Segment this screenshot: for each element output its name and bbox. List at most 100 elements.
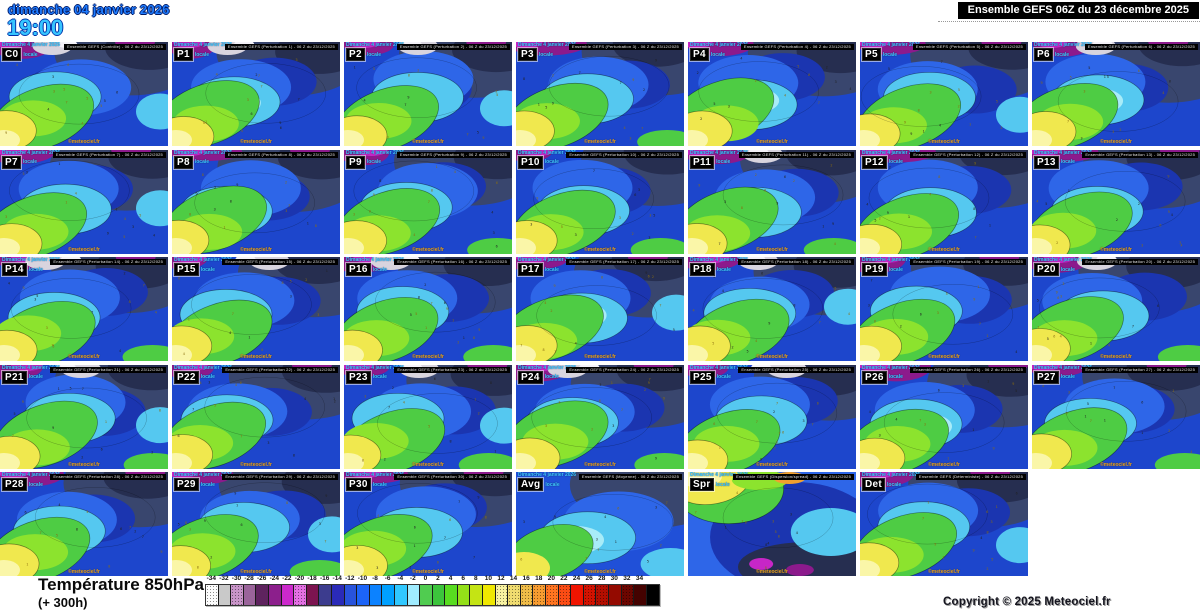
- ensemble-map-tile[interactable]: 8 6 5 3 2 7 8 1 2 4 7 8 2 Dimanche 4 janvier 2026 P2…: [344, 364, 512, 469]
- svg-text:4: 4: [848, 312, 850, 316]
- ensemble-map-tile[interactable]: 8 2 9 7 5 9 5 5 2 1 7 1 6 Dimanche 4 janvier 2026 P2…: [0, 364, 168, 469]
- ensemble-map-tile[interactable]: 4 1 4 3 2 4 7 2 3 5 5 2 6 Dimanche 4 janvier 2026 P4…: [688, 42, 856, 146]
- svg-text:5: 5: [1087, 402, 1089, 406]
- tile-model-strip: Ensemble GEFS (Moyenne) - 06 Z du 23/12/…: [578, 474, 682, 480]
- tile-time-label: locale: [372, 481, 387, 488]
- ensemble-map-tile[interactable]: 3337345236539 Dimanche 4 janvier 2026 P1…: [516, 149, 684, 254]
- ensemble-map-tile[interactable]: 3 6 4 8 1 7 8 4 3 6 4 9 6 Dimanche 4 janvier 2026 P9…: [344, 149, 512, 254]
- svg-text:2: 2: [1179, 241, 1181, 245]
- ensemble-map-tile[interactable]: 4 9 4 4 4 6 5 5 5 3 8 7 2 Dimanche 4 janvier 2026 P1…: [688, 257, 856, 361]
- svg-text:2: 2: [889, 165, 891, 169]
- svg-text:6: 6: [444, 301, 446, 305]
- tile-member-label: P4: [690, 48, 709, 61]
- legend-cell: 2: [432, 574, 445, 584]
- tile-member-label: P13: [1034, 155, 1059, 169]
- svg-text:1: 1: [1172, 389, 1174, 393]
- legend-color-scale: [205, 584, 661, 606]
- legend-cell: -30: [230, 574, 243, 584]
- tile-member-label: P30: [346, 478, 371, 491]
- ensemble-map-tile[interactable]: 5 5 1 2 9 5 1 7 2 4 9 8 3 Dimanche 4 janvier 2026 P5…: [860, 42, 1028, 146]
- tile-time-label: locale: [200, 266, 215, 273]
- ensemble-map-tile[interactable]: 6193216573472 Dimanche 4 janvier 2026 P1…: [860, 257, 1028, 361]
- svg-text:8: 8: [189, 212, 191, 216]
- tile-label-row: P23 locale: [346, 370, 387, 384]
- svg-text:3: 3: [991, 520, 993, 524]
- svg-text:3: 3: [53, 90, 55, 94]
- tile-watermark: ©meteociel.fr: [240, 461, 272, 468]
- legend-color-swatch: [231, 585, 244, 605]
- tile-date-label: Dimanche 4 janvier 2026: [862, 364, 921, 371]
- ensemble-map-tile[interactable]: 3 8 2 2 1 7 4 2 9 6 9 9 8 Dimanche 4 janvier 2026 P1…: [688, 149, 856, 254]
- tile-watermark: ©meteociel.fr: [756, 569, 788, 575]
- svg-text:2: 2: [334, 399, 336, 403]
- svg-text:4: 4: [784, 94, 786, 98]
- tile-model-strip: Ensemble GEFS (Perturbation 3) - 06 Z du…: [568, 44, 682, 50]
- tile-model-strip: Ensemble GEFS (Perturbation 9) - 06 Z du…: [396, 151, 510, 158]
- ensemble-map-tile[interactable]: 7 3 9 9 1 9 3 3 3 2 2 7 6 Dimanche 4 janvier 2026 P2…: [516, 364, 684, 469]
- tile-member-label: P1: [174, 48, 193, 61]
- tile-time-label: locale: [1060, 374, 1075, 380]
- tile-model-strip: Ensemble GEFS (Perturbation 7) - 06 Z du…: [52, 151, 166, 158]
- legend-cell: 16: [520, 574, 533, 584]
- tile-model-strip: Ensemble GEFS (Déterministe) - 06 Z du 2…: [915, 474, 1026, 480]
- svg-text:7: 7: [240, 434, 242, 438]
- svg-text:7: 7: [236, 504, 238, 508]
- svg-text:6: 6: [251, 112, 253, 116]
- tile-watermark: ©meteociel.fr: [68, 461, 100, 468]
- tile-label-row: P3 locale: [518, 48, 553, 61]
- tile-time-label: locale: [544, 266, 559, 273]
- ensemble-map-tile[interactable]: 4 2 1 4 3 4 6 3 1 8 7 1 5 Dimanche 4 janvier 2026 P1…: [172, 257, 340, 361]
- svg-text:7: 7: [774, 446, 776, 450]
- svg-text:7: 7: [579, 71, 581, 75]
- ensemble-map-tile[interactable]: 9 1 8 2 7 6 1 5 4 3 1 6 9 Dimanche 4 janvier 2026 De…: [860, 472, 1028, 576]
- legend-tick-label: -12: [345, 575, 355, 582]
- svg-text:6: 6: [101, 447, 103, 451]
- svg-text:5: 5: [1070, 75, 1072, 79]
- svg-text:5: 5: [545, 105, 547, 109]
- svg-text:9: 9: [1066, 411, 1068, 415]
- tile-date-label: Dimanche 4 janvier 2026: [690, 42, 749, 48]
- svg-text:3: 3: [46, 326, 48, 330]
- svg-text:5: 5: [477, 131, 479, 135]
- legend-tick-label: -14: [332, 575, 342, 582]
- svg-text:7: 7: [431, 302, 433, 306]
- svg-text:4: 4: [81, 122, 83, 126]
- svg-text:4: 4: [866, 202, 868, 206]
- svg-text:3: 3: [728, 105, 730, 109]
- ensemble-map-tile[interactable]: 2 7 2 9 9 8 9 7 3 7 1 5 4 Dimanche 4 janvier 2026 P3…: [516, 42, 684, 146]
- svg-text:4: 4: [183, 352, 185, 356]
- svg-text:2: 2: [1056, 241, 1058, 245]
- ensemble-map-tile[interactable]: 4858272194194 Dimanche 4 janvier 2026 P1…: [860, 149, 1028, 254]
- ensemble-map-tile[interactable]: 8 2 8 8 1 6 8 3 3 1 2 9 3 Dimanche 4 janvier 2026 P8…: [172, 149, 340, 254]
- legend-cell: 10: [482, 574, 495, 584]
- svg-text:1: 1: [987, 379, 989, 383]
- svg-text:5: 5: [410, 313, 412, 317]
- page-time: 19:00: [7, 15, 64, 40]
- svg-text:8: 8: [473, 336, 475, 340]
- tile-member-label: P5: [862, 48, 881, 61]
- svg-text:3: 3: [558, 400, 560, 404]
- legend-tick-label: 2: [436, 575, 440, 582]
- svg-text:1: 1: [307, 221, 309, 225]
- svg-text:4: 4: [377, 514, 379, 518]
- ensemble-map-tile[interactable]: 1 1 6 7 8 4 3 3 7 6 7 6 9 Dimanche 4 janvier 2026 P3…: [344, 472, 512, 576]
- tile-date-label: Dimanche 4 janvier 2026: [518, 149, 577, 156]
- ensemble-map-tile[interactable]: 7 7 3 1 9 6 6 4 3 7 2 3 5 Dimanche 4 janvier 2026 Av…: [516, 472, 684, 576]
